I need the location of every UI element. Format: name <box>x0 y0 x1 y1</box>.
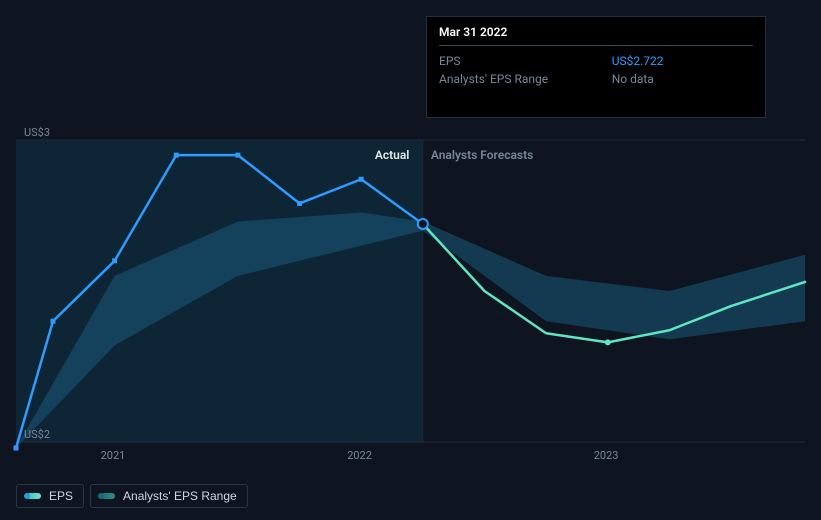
y-tick-label: US$3 <box>24 126 50 139</box>
tooltip-row-value: US$2.722 <box>612 52 753 70</box>
x-tick-label: 2021 <box>101 449 126 462</box>
x-tick-label: 2022 <box>347 449 372 462</box>
legend-item[interactable]: EPS <box>16 484 84 508</box>
tooltip-date: Mar 31 2022 <box>439 25 753 39</box>
tooltip-row-value: No data <box>612 70 753 88</box>
y-tick-label: US$2 <box>24 428 50 441</box>
x-tick-label: 2023 <box>594 449 619 462</box>
tooltip-row-label: EPS <box>439 52 612 70</box>
legend-swatch-icon <box>101 493 115 499</box>
section-label-actual: Actual <box>375 148 410 162</box>
chart-tooltip: Mar 31 2022 EPSUS$2.722Analysts' EPS Ran… <box>426 16 766 118</box>
legend-item[interactable]: Analysts' EPS Range <box>90 484 248 508</box>
legend-item-label: EPS <box>49 489 73 503</box>
chart-legend: EPS Analysts' EPS Range <box>16 484 248 508</box>
tooltip-row: Analysts' EPS RangeNo data <box>439 70 753 88</box>
legend-swatch-icon <box>27 493 41 499</box>
legend-item-label: Analysts' EPS Range <box>123 489 237 503</box>
section-label-forecast: Analysts Forecasts <box>431 148 533 162</box>
tooltip-row: EPSUS$2.722 <box>439 52 753 70</box>
eps-chart: Actual Analysts Forecasts Mar 31 2022 EP… <box>0 0 821 520</box>
tooltip-row-label: Analysts' EPS Range <box>439 70 612 88</box>
